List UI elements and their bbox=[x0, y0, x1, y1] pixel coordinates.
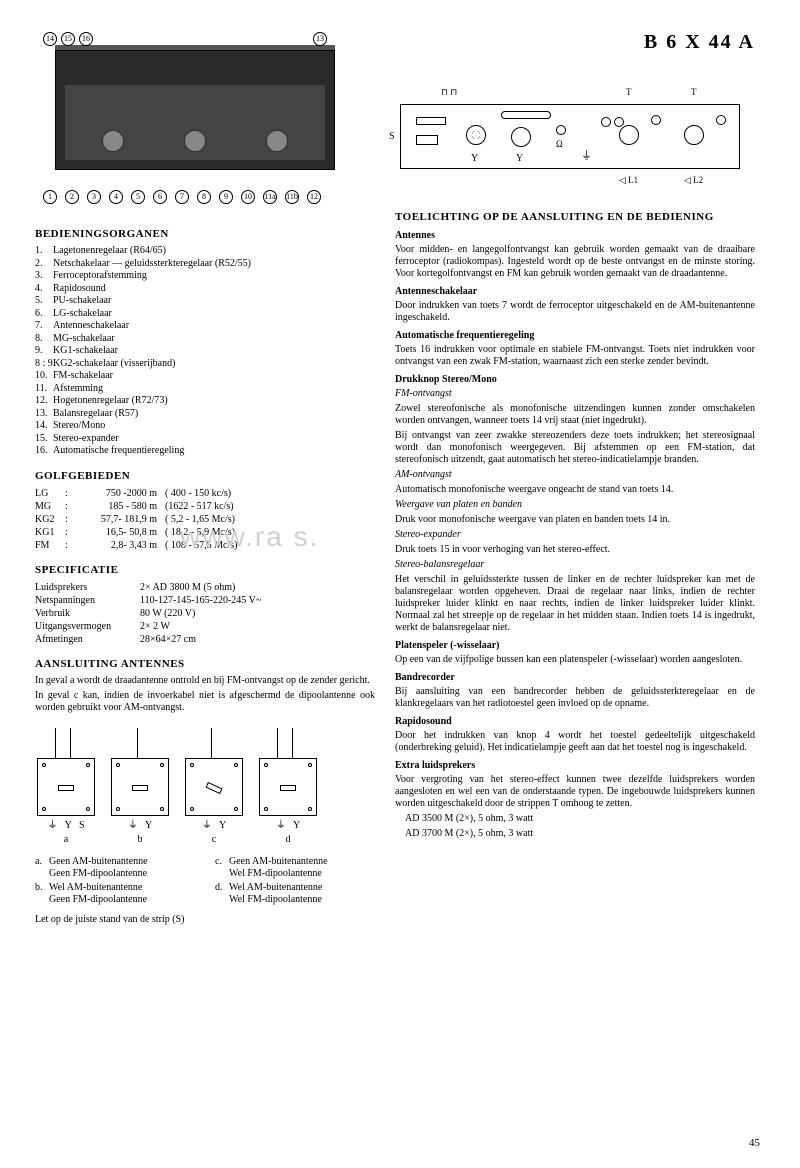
antenna-notes: a.Geen AM-buitenantenneGeen FM-dipoolant… bbox=[35, 856, 375, 908]
sec-drukknop: Drukknop Stereo/Mono bbox=[395, 374, 755, 386]
specificatie-table: Luidsprekers2× AD 3800 M (5 ohm)Netspann… bbox=[35, 581, 375, 646]
callout-6: 6 bbox=[153, 190, 167, 204]
golfgebieden-table: LG:750 -2000 m( 400 - 150 kc/s)MG:185 - … bbox=[35, 487, 375, 552]
golfgebieden-title: GOLFGEBIEDEN bbox=[35, 470, 375, 483]
table-row: MG:185 - 580 m(1622 - 517 kc/s) bbox=[35, 500, 375, 513]
aansluiting-title: AANSLUITING ANTENNES bbox=[35, 658, 375, 671]
antschak-body: Door indrukken van toets 7 wordt de ferr… bbox=[395, 300, 755, 324]
table-row: Afmetingen28×64×27 cm bbox=[35, 633, 375, 646]
table-row: Verbruik80 W (220 V) bbox=[35, 607, 375, 620]
list-item: 11.Afstemming bbox=[35, 383, 375, 396]
antenna-footer: Let op de juiste stand van de strip (S) bbox=[35, 914, 375, 926]
extraluid-p1: Voor vergroting van het stereo-effect ku… bbox=[395, 774, 755, 810]
callout-1: 1 bbox=[43, 190, 57, 204]
rapido-body: Door het indrukken van knop 4 wordt het … bbox=[395, 730, 755, 754]
list-item: 7.Antenneschakelaar bbox=[35, 320, 375, 333]
callout-11a: 11a bbox=[263, 190, 277, 204]
callout-10: 10 bbox=[241, 190, 255, 204]
sec-stereoexp: Stereo-expander bbox=[395, 529, 461, 540]
table-row: Netspanningen110-127-145-165-220-245 V~ bbox=[35, 594, 375, 607]
list-item: 3.Ferroceptorafstemming bbox=[35, 270, 375, 283]
callout-16: 16 bbox=[79, 32, 93, 46]
page-number: 45 bbox=[749, 1137, 760, 1150]
specificatie-title: SPECIFICATIE bbox=[35, 564, 375, 577]
list-item: 9.KG1-schakelaar bbox=[35, 345, 375, 358]
aansluiting-p2: In geval c kan, indien de invoerkabel ni… bbox=[35, 690, 375, 714]
table-row: KG1:16,5- 50,8 m( 18,2 - 5,9 Mc/s) bbox=[35, 526, 375, 539]
bandrec-body: Bij aansluiting van een bandrecorder heb… bbox=[395, 686, 755, 710]
sec-antenneschakelaar: Antenneschakelaar bbox=[395, 286, 755, 298]
fmontv-p1: Zowel stereofonische als monofonische ui… bbox=[395, 403, 755, 427]
list-item: 10.FM-schakelaar bbox=[35, 370, 375, 383]
extraluid-l1: AD 3500 M (2×), 5 ohm, 3 watt bbox=[395, 813, 755, 825]
list-item: 16.Automatische frequentieregeling bbox=[35, 445, 375, 458]
callout-8: 8 bbox=[197, 190, 211, 204]
list-item: 6.LG-schakelaar bbox=[35, 308, 375, 321]
callout-7: 7 bbox=[175, 190, 189, 204]
table-row: FM:2,8- 3,43 m( 108 - 57,5 Mc/s) bbox=[35, 539, 375, 552]
platen-body: Op een van de vijfpolige bussen kan een … bbox=[395, 654, 755, 666]
sec-stereobal: Stereo-balansregelaar bbox=[395, 559, 484, 570]
radio-photo: 14 15 16 13 1234567891011a11b12 bbox=[35, 30, 345, 210]
callout-12: 12 bbox=[307, 190, 321, 204]
autofreq-body: Toets 16 indrukken voor optimale en stab… bbox=[395, 344, 755, 368]
fmontv-p2: Bij ontvangst van zeer zwakke stereozend… bbox=[395, 430, 755, 466]
sec-extraluidsprekers: Extra luidsprekers bbox=[395, 760, 755, 772]
weergave-body: Druk voor monofonische weergave van plat… bbox=[395, 514, 755, 526]
list-item: 4.Rapidosound bbox=[35, 283, 375, 296]
stereoexp-body: Druk toets 15 in voor verhoging van het … bbox=[395, 544, 755, 556]
sec-antennes: Antennes bbox=[395, 230, 755, 242]
callout-3: 3 bbox=[87, 190, 101, 204]
callout-14: 14 bbox=[43, 32, 57, 46]
sec-rapidosound: Rapidosound bbox=[395, 716, 755, 728]
stereobal-body: Het verschil in geluidssterkte tussen de… bbox=[395, 574, 755, 634]
list-item: 5.PU-schakelaar bbox=[35, 295, 375, 308]
list-item: 13.Balansregelaar (R57) bbox=[35, 408, 375, 421]
sec-weergave: Weergave van platen en banden bbox=[395, 499, 522, 510]
callout-13: 13 bbox=[313, 32, 327, 46]
antennes-body: Voor midden- en langegolfontvangst kan g… bbox=[395, 244, 755, 280]
callout-5: 5 bbox=[131, 190, 145, 204]
list-item: 14.Stereo/Mono bbox=[35, 420, 375, 433]
list-item: 15.Stereo-expander bbox=[35, 433, 375, 446]
callout-15: 15 bbox=[61, 32, 75, 46]
bedieningsorganen-list: 1.Lagetonenregelaar (R64/65)2.Netschakel… bbox=[35, 245, 375, 458]
toelichting-title: TOELICHTING OP DE AANSLUITING EN DE BEDI… bbox=[395, 211, 755, 224]
callout-4: 4 bbox=[109, 190, 123, 204]
callout-11b: 11b bbox=[285, 190, 299, 204]
callout-2: 2 bbox=[65, 190, 79, 204]
table-row: Uitgangsvermogen2× 2 W bbox=[35, 620, 375, 633]
antenna-diagrams: ⏚ Y S a ⏚ Y b bbox=[35, 728, 375, 846]
list-item: 8 : 9.KG2-schakelaar (visserijband) bbox=[35, 358, 375, 371]
table-row: LG:750 -2000 m( 400 - 150 kc/s) bbox=[35, 487, 375, 500]
bedieningsorganen-title: BEDIENINGSORGANEN bbox=[35, 228, 375, 241]
rear-panel-diagram: S ⊓ ⊓ T T Ω ⏚ ◁ L1 ◁ L2 Y Y bbox=[395, 79, 755, 199]
table-row: KG2:57,7- 181,9 m( 5,2 - 1,65 Mc/s) bbox=[35, 513, 375, 526]
sec-platenspeler: Platenspeler (-wisselaar) bbox=[395, 640, 755, 652]
model-header: B 6 X 44 A bbox=[395, 30, 755, 54]
sec-autofreq: Automatische frequentieregeling bbox=[395, 330, 755, 342]
list-item: 2.Netschakelaar — geluidssterkteregelaar… bbox=[35, 258, 375, 271]
extraluid-l2: AD 3700 M (2×), 5 ohm, 3 watt bbox=[395, 828, 755, 840]
aansluiting-p1: In geval a wordt de draadantenne ontrold… bbox=[35, 675, 375, 687]
table-row: Luidsprekers2× AD 3800 M (5 ohm) bbox=[35, 581, 375, 594]
list-item: 12.Hogetonenregelaar (R72/73) bbox=[35, 395, 375, 408]
list-item: 1.Lagetonenregelaar (R64/65) bbox=[35, 245, 375, 258]
sec-bandrecorder: Bandrecorder bbox=[395, 672, 755, 684]
sec-fmontvangst: FM-ontvangst bbox=[395, 388, 452, 399]
list-item: 8.MG-schakelaar bbox=[35, 333, 375, 346]
sec-amontvangst: AM-ontvangst bbox=[395, 469, 452, 480]
callout-9: 9 bbox=[219, 190, 233, 204]
amontv-body: Automatisch monofonische weergave ongeac… bbox=[395, 484, 755, 496]
